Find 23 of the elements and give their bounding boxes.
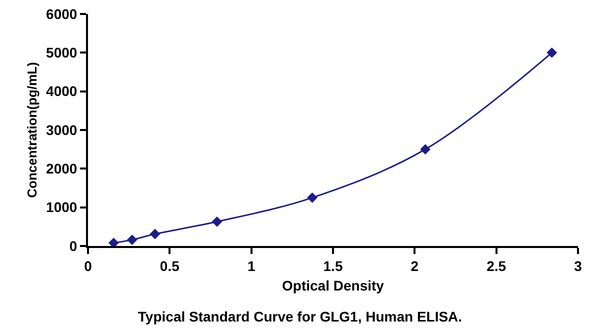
x-tick-label: 0 — [84, 258, 92, 274]
y-axis-title: Concentration(pg/mL) — [24, 62, 40, 198]
point — [307, 192, 318, 203]
x-tick-label: 2.5 — [486, 258, 506, 274]
x-tick-label: 1.5 — [323, 258, 343, 274]
x-tick-label: 1 — [247, 258, 256, 274]
point — [420, 144, 430, 155]
text: Typical Standard Curve for GLG1, Human ELISA. — [138, 308, 462, 324]
point — [126, 234, 138, 246]
y-tick-label: 3000 — [46, 122, 78, 138]
y-tick-label: 1000 — [46, 199, 78, 216]
y-tick-label: 6000 — [46, 6, 78, 22]
y-tick-label: 4000 — [46, 83, 78, 100]
y-tick-label: 5000 — [46, 44, 78, 61]
y-tick-label: 0 — [69, 238, 78, 254]
point — [546, 47, 558, 58]
x-tick-label: 2 — [410, 258, 419, 274]
point — [150, 228, 160, 240]
x-axis-title: Optical Density — [282, 278, 384, 294]
x-tick-label: 3 — [574, 258, 582, 274]
point — [212, 216, 222, 227]
x-tick-label: 0.5 — [160, 258, 180, 274]
y-tick-label: 2000 — [46, 160, 78, 177]
